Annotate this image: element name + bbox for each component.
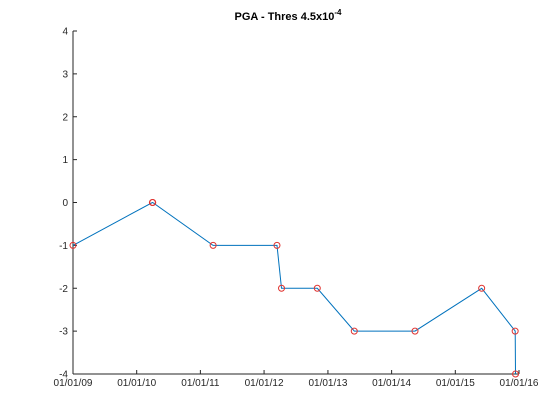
- x-tick-label: 01/01/13: [308, 378, 347, 389]
- data-point-marker: [149, 199, 157, 206]
- data-point-marker: [69, 241, 77, 249]
- chart-title-main: PGA - Thres 4.5x10: [235, 11, 335, 23]
- chart-title-superscript: -4: [334, 8, 342, 17]
- x-tick-label: 01/01/16: [500, 378, 539, 389]
- x-tick-label: 01/01/10: [117, 378, 156, 389]
- plot-area: [69, 199, 520, 378]
- data-point-marker: [411, 327, 419, 335]
- data-point-marker: [350, 327, 358, 335]
- data-point-marker: [313, 284, 321, 292]
- data-point-marker: [278, 284, 286, 292]
- y-tick-label: 2: [62, 112, 68, 123]
- y-tick-label: 1: [62, 155, 68, 166]
- y-axis-ticks: -4 -3 -2 -1 0 1 2 3 4: [59, 27, 77, 381]
- y-tick-label: -1: [59, 241, 68, 252]
- x-axis-ticks: 01/01/09 01/01/10 01/01/11 01/01/12 01/01/13…: [54, 370, 539, 389]
- x-tick-label: 01/01/11: [181, 378, 220, 389]
- data-point-marker: [511, 327, 519, 335]
- data-point-marker: [478, 284, 486, 292]
- y-tick-label: -2: [59, 284, 68, 295]
- y-tick-label: -4: [59, 370, 68, 381]
- x-tick-label: 01/01/15: [436, 378, 475, 389]
- y-tick-label: 4: [62, 27, 68, 38]
- x-tick-label: 01/01/12: [245, 378, 284, 389]
- data-point-marker: [273, 241, 281, 249]
- y-tick-label: 0: [62, 198, 68, 209]
- series-line: [72, 202, 516, 375]
- y-tick-label: 3: [62, 69, 68, 80]
- data-point-marker: [209, 241, 217, 249]
- chart-title: PGA - Thres 4.5x10-4: [235, 8, 343, 23]
- x-tick-label: 01/01/14: [372, 378, 411, 389]
- data-point-marker: [512, 370, 520, 378]
- x-tick-label: 01/01/09: [54, 378, 93, 389]
- y-tick-label: -3: [59, 327, 68, 338]
